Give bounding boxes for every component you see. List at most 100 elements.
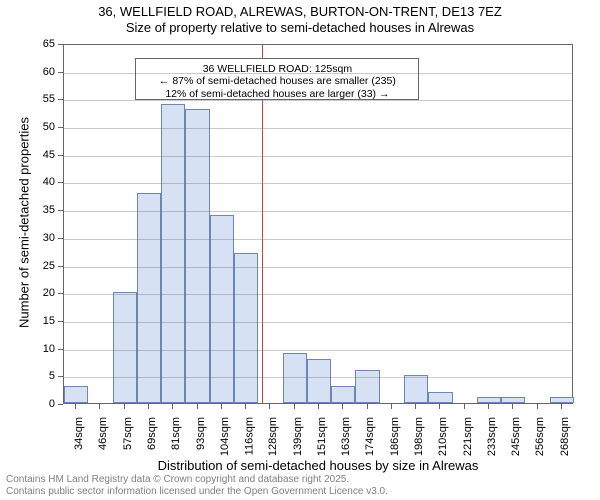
footer-line-2: Contains public sector information licen… bbox=[6, 486, 388, 498]
y-tick-label: 15 bbox=[0, 315, 55, 327]
x-tick-label: 186sqm bbox=[389, 417, 401, 456]
y-gridline bbox=[64, 239, 572, 240]
x-tick bbox=[464, 404, 465, 409]
y-tick bbox=[58, 44, 63, 45]
y-gridline bbox=[64, 100, 572, 101]
y-tick-label: 20 bbox=[0, 287, 55, 299]
footer-line-1: Contains HM Land Registry data © Crown c… bbox=[6, 474, 388, 486]
histogram-bar bbox=[331, 386, 355, 403]
x-tick bbox=[294, 404, 295, 409]
y-gridline bbox=[64, 156, 572, 157]
histogram-bar bbox=[161, 104, 185, 403]
x-tick bbox=[342, 404, 343, 409]
x-tick-label: 81sqm bbox=[170, 417, 182, 450]
y-tick bbox=[58, 321, 63, 322]
x-tick bbox=[197, 404, 198, 409]
title-line-1: 36, WELLFIELD ROAD, ALREWAS, BURTON-ON-T… bbox=[0, 4, 600, 20]
x-tick-label: 34sqm bbox=[73, 417, 85, 450]
x-tick-label: 128sqm bbox=[267, 417, 279, 456]
histogram-bar bbox=[355, 370, 379, 403]
x-tick-label: 174sqm bbox=[365, 417, 377, 456]
x-tick bbox=[172, 404, 173, 409]
chart-container: { "canvas": { "width": 600, "height": 50… bbox=[0, 0, 600, 500]
x-tick-label: 256sqm bbox=[535, 417, 547, 456]
histogram-bar bbox=[307, 359, 331, 403]
y-tick-label: 35 bbox=[0, 204, 55, 216]
y-tick bbox=[58, 293, 63, 294]
annotation-line: ← 87% of semi-detached houses are smalle… bbox=[140, 75, 414, 88]
x-tick bbox=[415, 404, 416, 409]
y-tick-label: 40 bbox=[0, 176, 55, 188]
histogram-bar bbox=[501, 397, 525, 403]
x-tick-label: 198sqm bbox=[413, 417, 425, 456]
x-tick-label: 233sqm bbox=[486, 417, 498, 456]
x-tick-label: 139sqm bbox=[292, 417, 304, 456]
x-tick bbox=[512, 404, 513, 409]
y-gridline bbox=[64, 211, 572, 212]
histogram-bar bbox=[210, 215, 234, 403]
chart-titles: 36, WELLFIELD ROAD, ALREWAS, BURTON-ON-T… bbox=[0, 4, 600, 37]
x-tick-label: 46sqm bbox=[97, 417, 109, 450]
x-tick bbox=[537, 404, 538, 409]
x-tick bbox=[99, 404, 100, 409]
x-tick-label: 93sqm bbox=[195, 417, 207, 450]
histogram-bar bbox=[137, 193, 161, 403]
y-tick bbox=[58, 155, 63, 156]
histogram-bar bbox=[477, 397, 501, 403]
x-tick bbox=[367, 404, 368, 409]
title-line-2: Size of property relative to semi-detach… bbox=[0, 20, 600, 36]
x-tick-label: 69sqm bbox=[146, 417, 158, 450]
y-tick-label: 5 bbox=[0, 370, 55, 382]
x-tick bbox=[148, 404, 149, 409]
y-tick-label: 30 bbox=[0, 232, 55, 244]
x-tick bbox=[488, 404, 489, 409]
x-axis-label: Distribution of semi-detached houses by … bbox=[63, 458, 573, 473]
x-tick bbox=[221, 404, 222, 409]
y-tick-label: 0 bbox=[0, 398, 55, 410]
x-tick-label: 245sqm bbox=[510, 417, 522, 456]
y-tick-label: 25 bbox=[0, 260, 55, 272]
x-tick bbox=[318, 404, 319, 409]
y-tick bbox=[58, 238, 63, 239]
x-tick bbox=[75, 404, 76, 409]
y-tick bbox=[58, 349, 63, 350]
y-tick-label: 50 bbox=[0, 121, 55, 133]
attribution-footer: Contains HM Land Registry data © Crown c… bbox=[0, 474, 394, 498]
y-tick bbox=[58, 182, 63, 183]
x-tick-label: 104sqm bbox=[219, 417, 231, 456]
annotation-line: 12% of semi-detached houses are larger (… bbox=[140, 88, 414, 101]
y-tick-label: 60 bbox=[0, 66, 55, 78]
y-gridline bbox=[64, 73, 572, 74]
y-tick-label: 55 bbox=[0, 93, 55, 105]
histogram-bar bbox=[185, 109, 209, 403]
x-tick bbox=[391, 404, 392, 409]
y-gridline bbox=[64, 183, 572, 184]
y-tick bbox=[58, 72, 63, 73]
x-tick-label: 210sqm bbox=[437, 417, 449, 456]
histogram-bar bbox=[428, 392, 452, 403]
plot-area: 36 WELLFIELD ROAD: 125sqm← 87% of semi-d… bbox=[63, 44, 573, 404]
y-gridline bbox=[64, 267, 572, 268]
x-tick-label: 116sqm bbox=[243, 417, 255, 455]
x-tick bbox=[245, 404, 246, 409]
y-tick-label: 45 bbox=[0, 149, 55, 161]
y-gridline bbox=[64, 128, 572, 129]
y-gridline bbox=[64, 294, 572, 295]
histogram-bar bbox=[404, 375, 428, 403]
histogram-bar bbox=[113, 292, 137, 403]
y-gridline bbox=[64, 322, 572, 323]
x-tick-label: 57sqm bbox=[122, 417, 134, 450]
x-tick-label: 268sqm bbox=[559, 417, 571, 456]
y-gridline bbox=[64, 350, 572, 351]
x-tick-label: 221sqm bbox=[462, 417, 474, 456]
y-tick-label: 10 bbox=[0, 343, 55, 355]
y-tick-label: 65 bbox=[0, 38, 55, 50]
y-gridline bbox=[64, 377, 572, 378]
x-tick bbox=[269, 404, 270, 409]
histogram-bar bbox=[234, 253, 258, 403]
histogram-bar bbox=[550, 397, 574, 403]
x-tick-label: 151sqm bbox=[316, 417, 328, 456]
y-tick bbox=[58, 210, 63, 211]
y-tick bbox=[58, 266, 63, 267]
annotation-box: 36 WELLFIELD ROAD: 125sqm← 87% of semi-d… bbox=[135, 58, 419, 100]
